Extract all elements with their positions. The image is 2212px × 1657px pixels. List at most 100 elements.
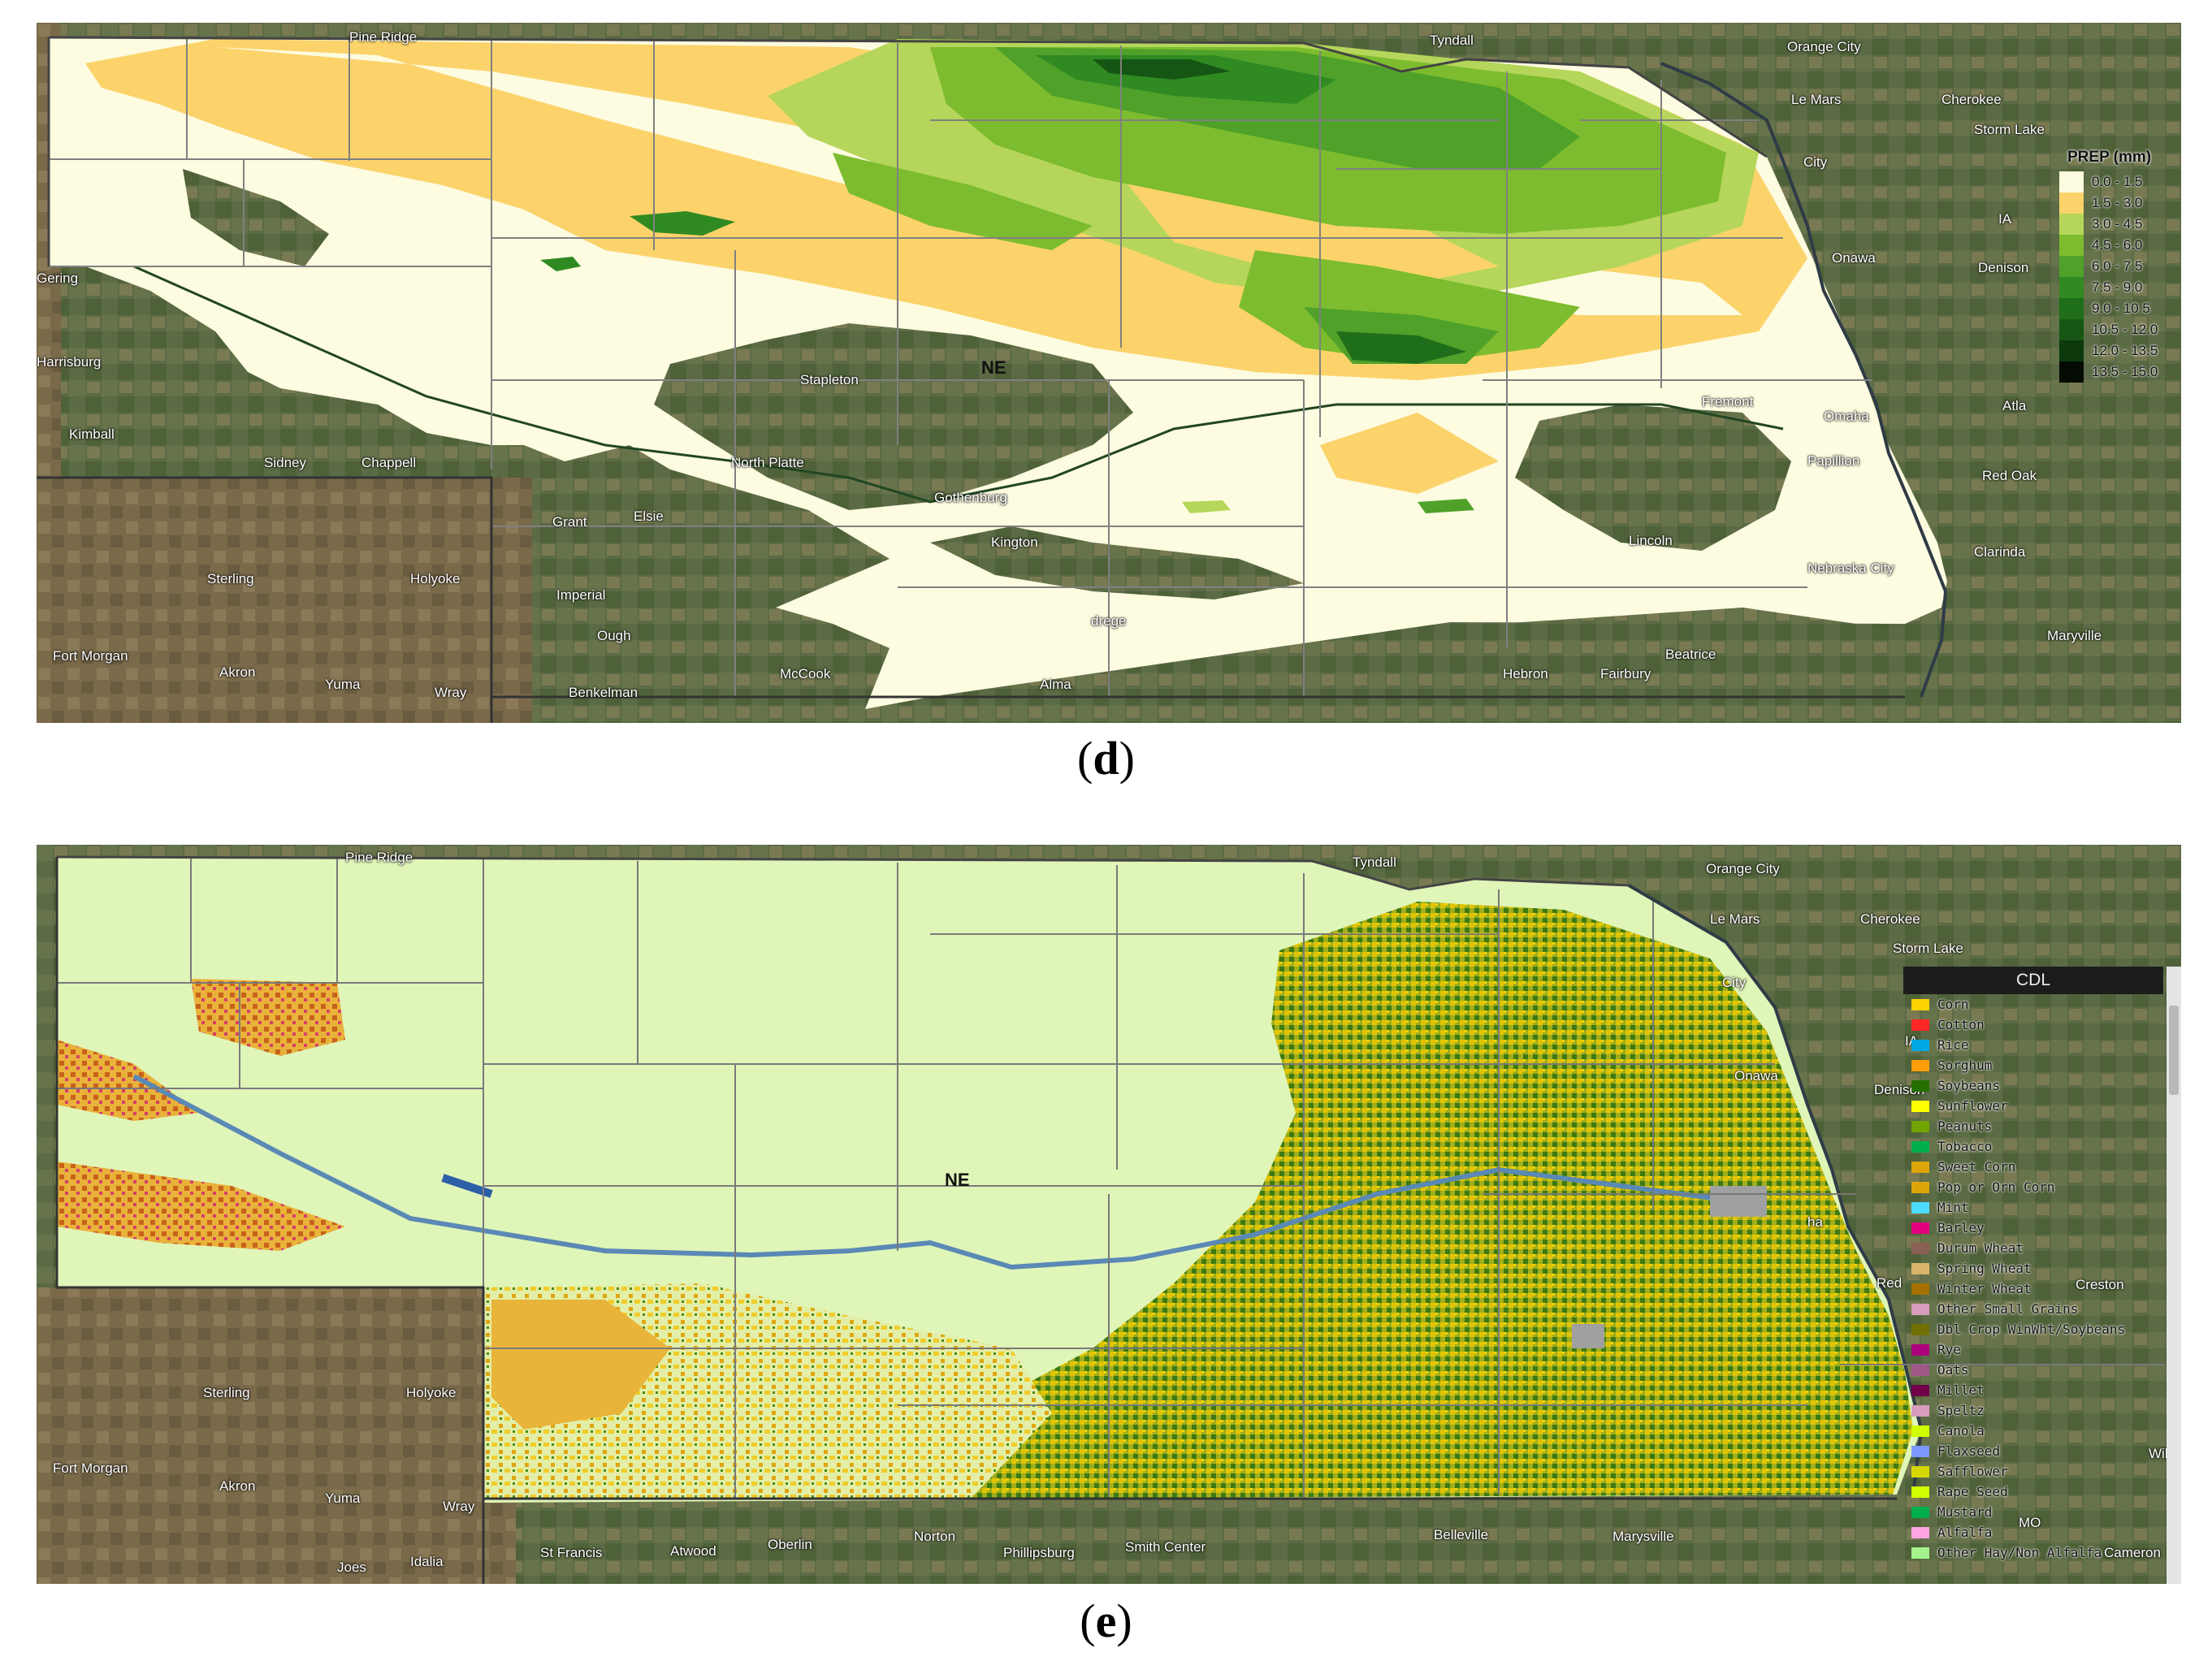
place-label: Cameron <box>2104 1545 2161 1560</box>
legend-swatch <box>1911 1404 1929 1417</box>
place-label: Sterling <box>207 571 254 586</box>
place-label: Sterling <box>203 1385 250 1400</box>
cdl-legend-item: Barley <box>1903 1218 2163 1238</box>
legend-label: Peanuts <box>1937 1118 1993 1134</box>
place-label: Clarinda <box>1974 544 2026 560</box>
legend-label: Durum Wheat <box>1937 1240 2024 1256</box>
cropland-map <box>37 845 2181 1584</box>
legend-swatch <box>1911 1445 1929 1457</box>
place-label: Kington <box>991 534 1038 550</box>
place-label: City <box>1722 975 1747 990</box>
prep-legend-item: 3.0 - 4.5 <box>2059 214 2181 235</box>
legend-swatch <box>2059 361 2084 383</box>
place-label: City <box>1803 154 1828 170</box>
cdl-legend-item: Alfalfa <box>1903 1522 2163 1542</box>
place-label: Lincoln <box>1629 533 1673 548</box>
place-label: Storm Lake <box>1974 122 2045 137</box>
legend-label: Alfalfa <box>1937 1525 1993 1540</box>
place-label: Grant <box>552 514 587 530</box>
legend-swatch <box>2059 256 2084 277</box>
legend-label: Oats <box>1937 1362 1969 1378</box>
place-label: Benkelman <box>569 685 638 700</box>
place-label: Creston <box>2076 1277 2124 1292</box>
legend-label: Winter Wheat <box>1937 1281 2032 1296</box>
place-label: Smith Center <box>1125 1539 1206 1555</box>
place-label: Imperial <box>556 587 606 603</box>
place-label: Fort Morgan <box>53 1460 128 1476</box>
place-label: Orange City <box>1787 39 1861 54</box>
cdl-legend-item: Dbl Crop WinWht/Soybeans <box>1903 1319 2163 1339</box>
place-label: NE <box>945 1170 970 1190</box>
place-label: St Francis <box>540 1545 603 1560</box>
cdl-legend-item: Peanuts <box>1903 1116 2163 1136</box>
prep-legend-item: 1.5 - 3.0 <box>2059 193 2181 214</box>
place-label: ha <box>1807 1214 1823 1230</box>
legend-label: Corn <box>1937 997 1969 1012</box>
legend-swatch <box>1911 1222 1929 1234</box>
legend-swatch <box>2059 340 2084 361</box>
legend-label: Canola <box>1937 1423 1985 1439</box>
cdl-legend-item: Sunflower <box>1903 1096 2163 1116</box>
cdl-legend-item: Corn <box>1903 994 2163 1015</box>
legend-swatch <box>1911 1547 1929 1559</box>
legend-swatch <box>1911 1526 1929 1538</box>
cdl-legend-item: Spring Wheat <box>1903 1258 2163 1278</box>
cdl-legend-item: Pop or Orn Corn <box>1903 1177 2163 1197</box>
legend-title: PREP (mm) <box>2067 149 2152 166</box>
legend-swatch <box>1911 1140 1929 1153</box>
place-label: Ough <box>597 628 631 643</box>
legend-swatch <box>1911 1506 1929 1518</box>
cdl-legend-item: Rape Seed <box>1903 1482 2163 1502</box>
place-label: North Platte <box>731 455 804 470</box>
cdl-legend-item: Other Hay/Non Alfalfa <box>1903 1542 2163 1563</box>
legend-label: Sorghum <box>1937 1058 1993 1073</box>
legend-swatch <box>1911 1425 1929 1437</box>
county-boundaries <box>49 37 1872 697</box>
legend-swatch <box>2059 235 2084 256</box>
legend-swatch <box>1911 1283 1929 1295</box>
cdl-legend-item: Rice <box>1903 1035 2163 1055</box>
cdl-legend-item: Mint <box>1903 1197 2163 1218</box>
prep-legend-item: 13.5 - 15.0 <box>2059 361 2181 383</box>
place-label: Marysville <box>1612 1529 1674 1544</box>
legend-scrollbar[interactable] <box>2167 967 2181 1584</box>
legend-swatch <box>1911 1100 1929 1112</box>
cdl-legend-item: Sweet Corn <box>1903 1157 2163 1177</box>
place-label: Atla <box>2002 398 2027 413</box>
place-label: Onawa <box>1734 1068 1778 1084</box>
corn-soybean-area <box>930 902 1913 1499</box>
place-label: Tyndall <box>1430 32 1474 48</box>
precipitation-map-panel: Pine Ridge Tyndall Orange City Le Mars Chero… <box>37 23 2181 723</box>
legend-label: Rye <box>1937 1342 1961 1357</box>
place-label: Fremont <box>1702 394 1754 409</box>
legend-swatch <box>1911 1486 1929 1498</box>
place-label: Le Mars <box>1710 911 1760 927</box>
legend-swatch <box>1911 1201 1929 1214</box>
legend-label: 0.0 - 1.5 <box>2092 174 2143 189</box>
place-label: Wray <box>435 685 467 700</box>
place-label: Kimball <box>69 426 115 442</box>
winter-wheat-area <box>57 1162 345 1251</box>
cropland-map-panel: Pine Ridge Tyndall Orange City Le Mars Chero… <box>37 845 2181 1584</box>
legend-label: Tobacco <box>1937 1139 1993 1154</box>
place-label: Holyoke <box>406 1385 457 1400</box>
cdl-legend-item: Cotton <box>1903 1015 2163 1035</box>
cdl-legend-item: Safflower <box>1903 1461 2163 1482</box>
place-label: Maryville <box>2047 628 2102 643</box>
cdl-legend-item: Winter Wheat <box>1903 1278 2163 1299</box>
legend-label: Mustard <box>1937 1504 1993 1520</box>
place-label: Joes <box>337 1560 366 1575</box>
place-label: MO <box>2019 1515 2041 1530</box>
legend-label: Soybeans <box>1937 1078 2001 1093</box>
place-label: Belleville <box>1434 1527 1489 1542</box>
legend-swatch <box>1911 1242 1929 1254</box>
legend-swatch <box>1911 1364 1929 1376</box>
county-boundaries <box>57 857 2165 1499</box>
missouri-river <box>1627 884 1924 1495</box>
legend-scroll-thumb[interactable] <box>2169 1006 2179 1095</box>
place-label: Papillion <box>1807 453 1860 469</box>
legend-label: Speltz <box>1937 1403 1985 1418</box>
legend-label: Dbl Crop WinWht/Soybeans <box>1937 1322 2126 1337</box>
precipitation-legend: PREP (mm) 0.0 - 1.5 1.5 - 3.0 3.0 - 4.5 4.5… <box>2059 149 2181 383</box>
legend-label: 6.0 - 7.5 <box>2092 258 2143 274</box>
